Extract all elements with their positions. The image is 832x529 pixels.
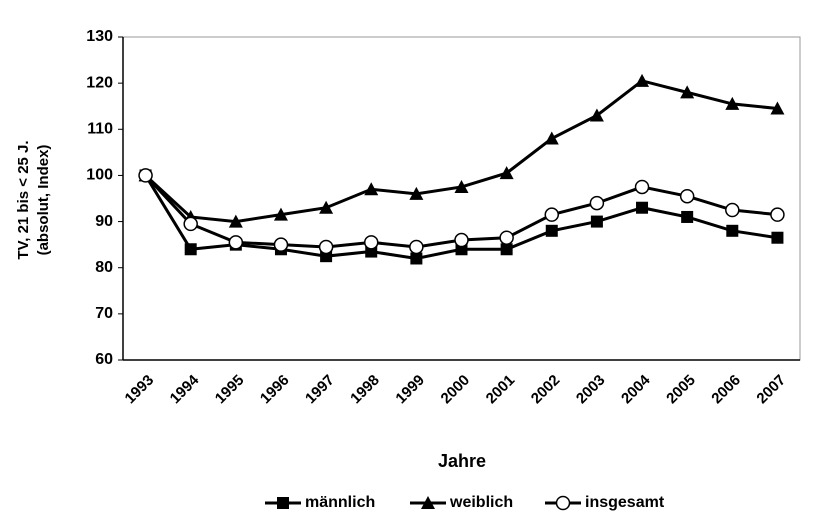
marker [499,166,514,180]
legend-label: weiblich [449,494,513,511]
marker [555,495,571,511]
x-tick-label: 2002 [528,372,564,408]
marker [273,237,289,252]
marker [634,179,650,195]
marker [636,201,649,214]
marker [228,235,244,250]
marker [318,239,334,255]
marker [183,216,198,232]
x-tick-label: 2000 [438,372,474,408]
marker [590,215,603,228]
marker [363,235,379,250]
y-tick-label: 120 [86,74,113,91]
marker [589,195,605,211]
marker [365,245,378,258]
legend-label: männlich [305,494,375,511]
marker [771,231,784,244]
marker [409,186,424,200]
legend-label: insgesamt [585,494,665,511]
marker [726,224,739,237]
marker [409,239,424,255]
x-tick-label: 1993 [122,372,158,408]
x-tick-label: 1994 [167,371,203,407]
marker [319,200,334,214]
marker [454,232,469,248]
marker [138,168,153,183]
y-tick-label: 130 [86,28,113,45]
x-tick-label: 2006 [708,372,744,408]
marker [725,96,740,110]
marker [680,85,695,99]
marker [681,210,694,223]
marker [635,73,650,87]
y-tick-label: 60 [95,351,113,368]
y-tick-label: 80 [95,259,113,276]
x-tick-label: 1999 [392,372,428,408]
x-tick-label: 1996 [257,372,293,408]
marker [770,101,785,115]
x-tick-label: 1998 [347,372,383,408]
marker [228,214,243,228]
marker [454,179,469,193]
x-tick-label: 2001 [483,372,519,408]
marker [545,224,558,237]
y-axis-label: TV, 21 bis < 25 J. [15,140,32,259]
marker [544,131,559,145]
marker [410,252,423,265]
y-axis-label: (absolut, Index) [35,145,52,256]
x-tick-label: 2004 [618,371,654,407]
x-tick-label: 2003 [573,372,609,408]
marker [499,230,514,245]
x-tick-label: 1997 [302,372,338,408]
y-tick-label: 70 [95,305,113,322]
x-tick-label: 2007 [753,372,789,408]
x-tick-label: 1995 [212,372,248,408]
marker [273,207,288,221]
x-axis-label: Jahre [438,451,486,471]
marker [679,188,695,204]
marker [277,497,289,509]
marker [364,182,379,196]
marker [421,496,435,509]
marker [725,202,740,218]
y-tick-label: 110 [87,121,113,138]
y-tick-label: 90 [95,213,113,230]
y-tick-label: 100 [86,167,113,184]
marker [589,108,604,122]
marker [184,243,197,256]
marker [770,207,785,222]
marker [544,207,560,222]
x-tick-label: 2005 [663,372,699,408]
marker [500,243,513,256]
